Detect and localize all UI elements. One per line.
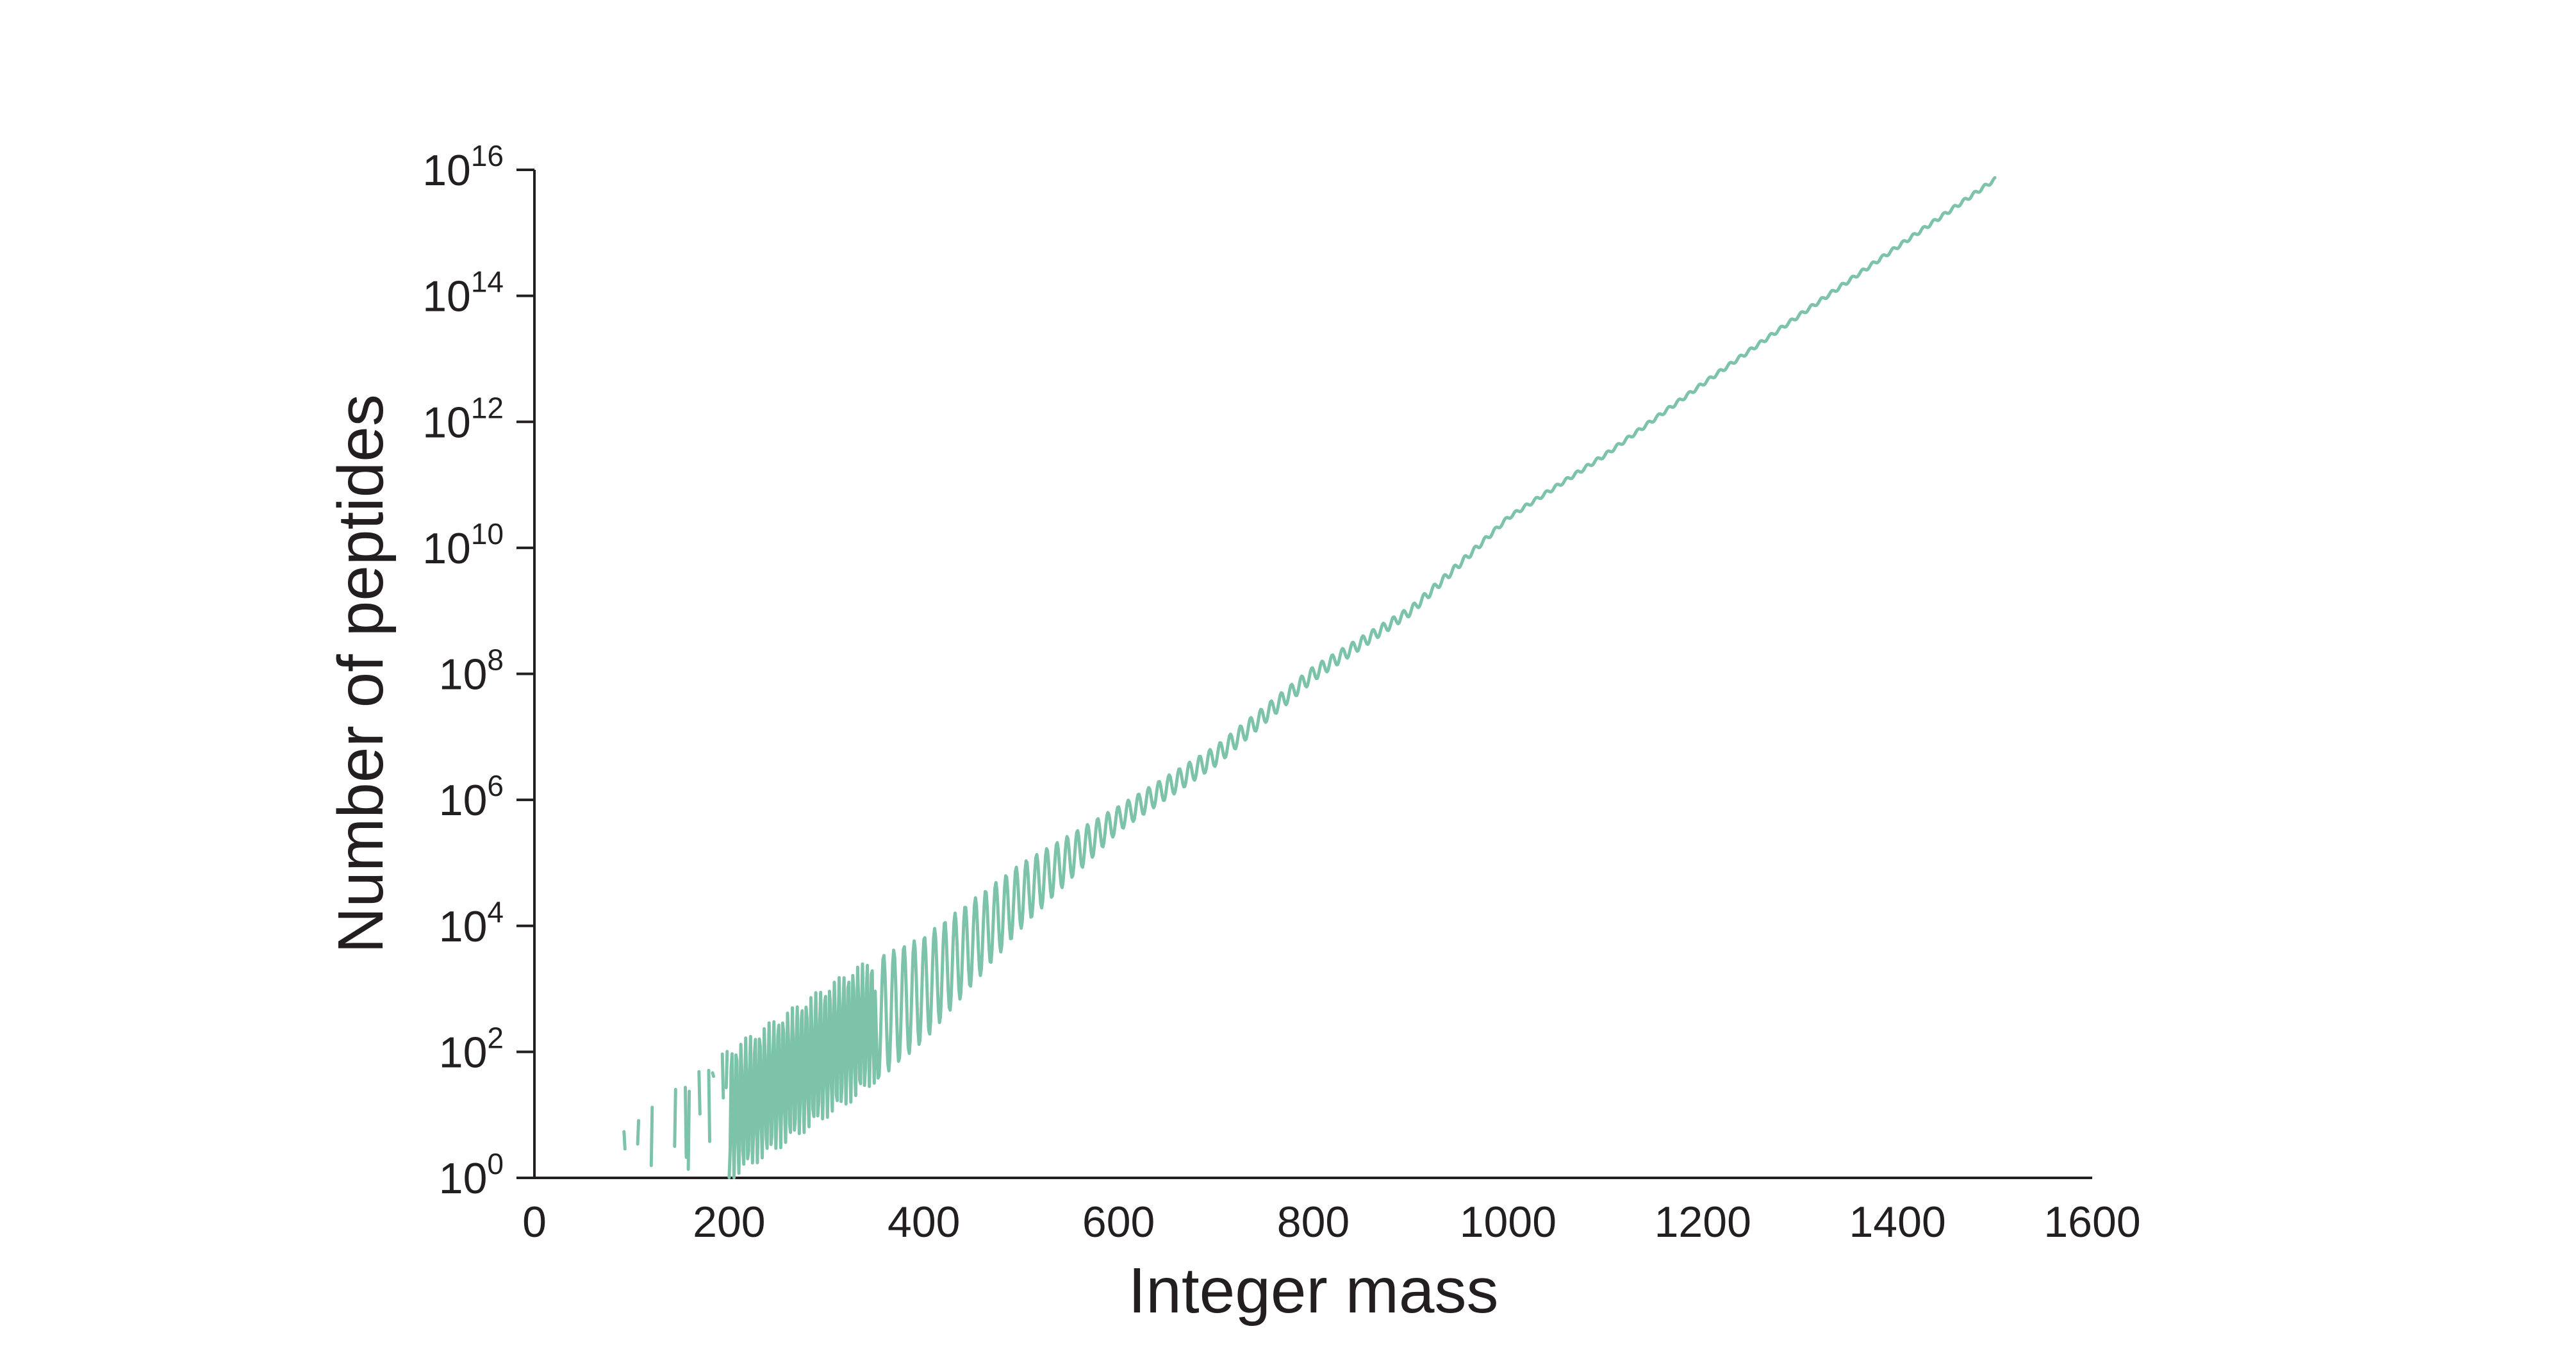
series-line [724, 1050, 729, 1089]
y-tick-label: 1012 [422, 391, 504, 447]
x-tick-label: 1400 [1849, 1198, 1945, 1246]
y-tick-base: 10 [439, 650, 488, 699]
y-tick-base: 10 [439, 1028, 488, 1077]
x-tick-label: 0 [522, 1198, 547, 1246]
series-layer [622, 176, 1997, 1180]
series-line [649, 1105, 654, 1168]
series-line [727, 176, 1997, 1180]
y-tick-base: 10 [422, 272, 471, 321]
series-line [673, 1088, 677, 1148]
y-tick-base: 10 [439, 902, 488, 951]
y-tick-exponent: 12 [471, 391, 504, 424]
y-tick-exponent: 0 [487, 1147, 504, 1180]
y-axis-title: Number of peptides [325, 394, 397, 954]
y-tick-label: 1014 [422, 265, 504, 321]
y-tick-exponent: 4 [487, 895, 504, 929]
y-tick-exponent: 14 [471, 265, 504, 299]
series-line [686, 1089, 691, 1171]
series-line [707, 1068, 711, 1143]
y-tick-base: 10 [422, 398, 471, 447]
y-tick-exponent: 2 [487, 1021, 504, 1054]
y-tick-base: 10 [422, 146, 471, 195]
x-tick-label: 400 [888, 1198, 960, 1246]
x-tick-label: 1200 [1655, 1198, 1751, 1246]
series-line [711, 1071, 716, 1079]
series-line [720, 1052, 725, 1100]
y-tick-base: 10 [422, 524, 471, 573]
series-line [636, 1119, 641, 1146]
y-tick-base: 10 [439, 1154, 488, 1203]
x-tick-label: 1600 [2043, 1198, 2140, 1246]
y-tick-exponent: 10 [471, 517, 504, 550]
series-line [684, 1086, 688, 1159]
y-tick-exponent: 6 [487, 769, 504, 802]
series-line [622, 1130, 627, 1151]
y-tick-label: 108 [439, 643, 504, 699]
x-tick-label: 800 [1277, 1198, 1350, 1246]
y-tick-exponent: 8 [487, 643, 504, 677]
y-tick-label: 1010 [422, 517, 504, 573]
y-tick-label: 106 [439, 769, 504, 825]
x-tick-label: 1000 [1460, 1198, 1556, 1246]
x-ticks: 0 200 400 600 800 1000 1200 1400 1600 [522, 1198, 2141, 1246]
y-tick-label: 1016 [422, 139, 504, 195]
y-tick-label: 104 [439, 895, 504, 951]
x-axis-title: Integer mass [1128, 1255, 1498, 1327]
y-tick-label: 102 [439, 1021, 504, 1077]
x-tick-label: 200 [693, 1198, 765, 1246]
y-tick-base: 10 [439, 776, 488, 825]
x-tick-label: 600 [1082, 1198, 1155, 1246]
series-line [697, 1070, 702, 1116]
y-tick-exponent: 16 [471, 139, 504, 172]
y-tick-label: 100 [439, 1147, 504, 1203]
